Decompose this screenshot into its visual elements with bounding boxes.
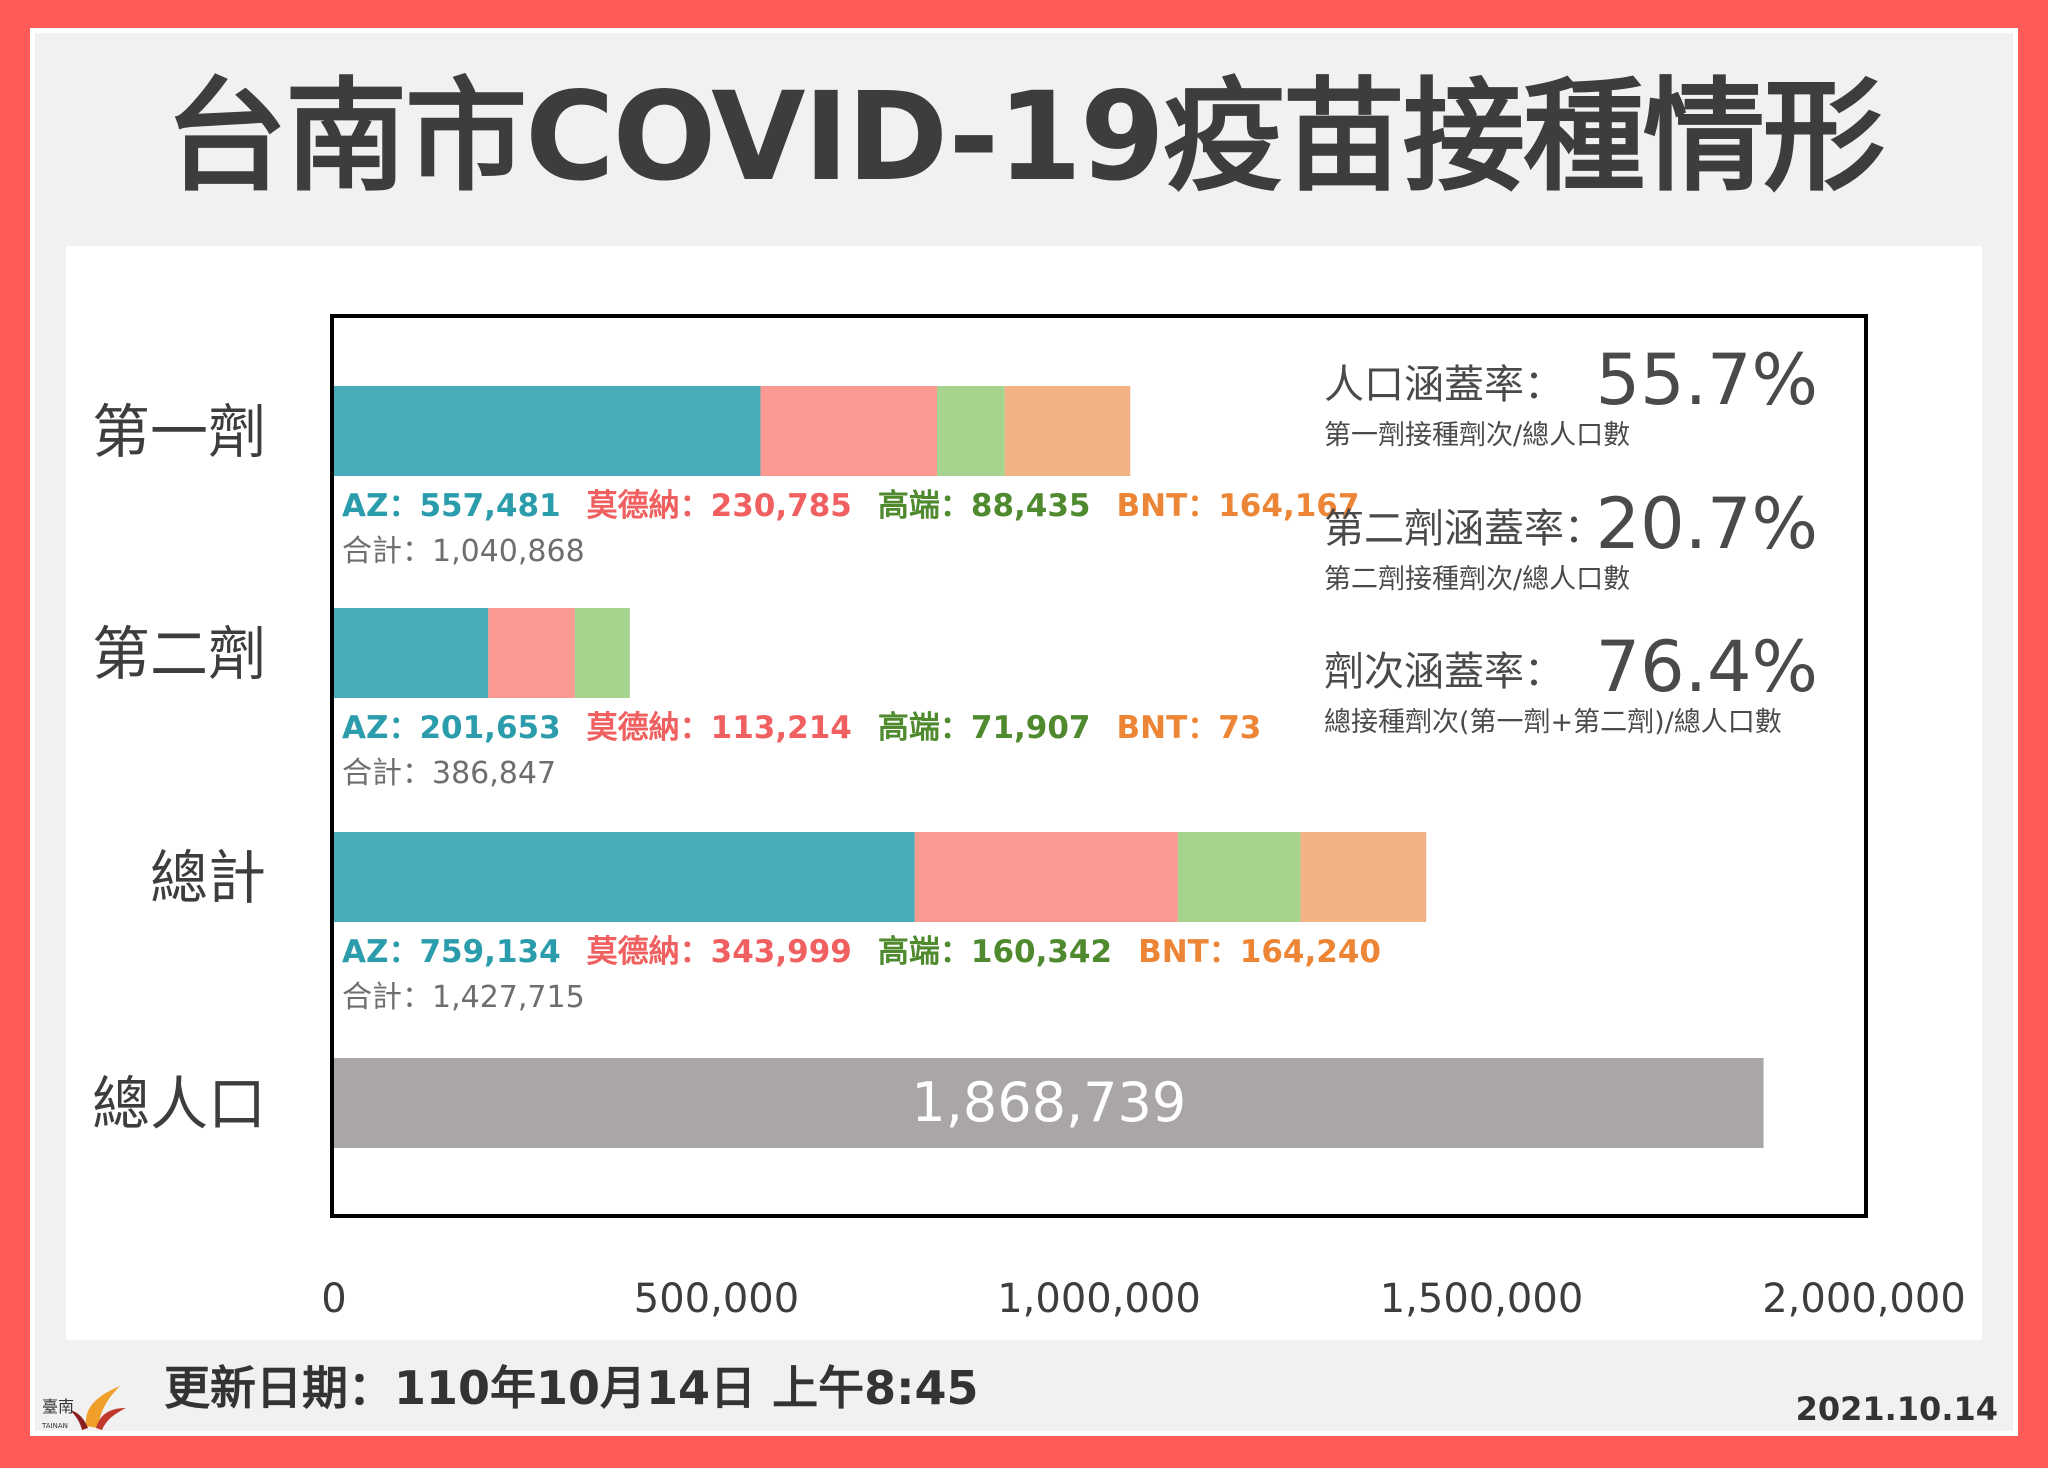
sum-label-0: 合計：1,040,868 (342, 534, 585, 569)
coverage-value-0: 55.7% (1596, 339, 1818, 421)
bar-0-3 (1004, 386, 1131, 476)
chart-panel: 1,868,739 第一劑第二劑總計總人口 AZ：557,481 莫德納：230,78… (66, 246, 1982, 1340)
bar-0-1 (760, 386, 938, 476)
bar-population (334, 1058, 1764, 1148)
segment-label-1-1: 莫德納：113,214 (587, 710, 852, 746)
coverage-label-1: 第二劑涵蓋率： (1324, 506, 1604, 552)
bar-1-0 (334, 608, 489, 698)
segment-label-2-1: 莫德納：343,999 (587, 934, 852, 970)
x-tick-label-4: 2,000,000 (1762, 1276, 1966, 1322)
segment-label-2-3: BNT：164,240 (1138, 934, 1381, 970)
bar-2-2 (1177, 832, 1301, 922)
coverage-note-0: 第一劑接種劑次/總人口數 (1324, 420, 1630, 451)
bar-1-2 (574, 608, 630, 698)
x-tick-label-1: 500,000 (634, 1276, 799, 1322)
bar-2-1 (914, 832, 1178, 922)
x-tick-label-3: 1,500,000 (1380, 1276, 1584, 1322)
bar-2-3 (1300, 832, 1427, 922)
segment-label-1-0: AZ：201,653 (342, 710, 561, 746)
segment-label-1-3: BNT：73 (1117, 710, 1262, 746)
coverage-value-1: 20.7% (1596, 483, 1818, 565)
bar-0-0 (334, 386, 761, 476)
x-tick-label-2: 1,000,000 (997, 1276, 1201, 1322)
segment-label-2-0: AZ：759,134 (342, 934, 561, 970)
coverage-label-2: 劑次涵蓋率： (1324, 649, 1564, 695)
logo-subtext: TAINAN (41, 1422, 68, 1430)
segment-label-0-2: 高端：88,435 (878, 488, 1091, 524)
bar-2-0 (334, 832, 915, 922)
category-label-0: 第一劑 (92, 398, 266, 466)
segment-label-0-0: AZ：557,481 (342, 488, 561, 524)
category-label-3: 總人口 (92, 1070, 266, 1138)
segment-label-0-3: BNT：164,167 (1117, 488, 1360, 524)
category-label-2: 總計 (150, 844, 266, 912)
bar-0-2 (937, 386, 1005, 476)
sum-label-2: 合計：1,427,715 (342, 980, 585, 1015)
x-tick-label-0: 0 (321, 1276, 346, 1322)
coverage-note-2: 總接種劑次(第一劑+第二劑)/總人口數 (1324, 707, 1782, 738)
date-stamp: 2021.10.14 (1795, 1390, 1998, 1428)
coverage-value-2: 76.4% (1596, 626, 1818, 708)
coverage-label-0: 人口涵蓋率： (1324, 362, 1564, 408)
population-value-label: 1,868,739 (911, 1071, 1186, 1134)
segment-label-0-1: 莫德納：230,785 (587, 488, 852, 524)
segment-label-1-2: 高端：71,907 (878, 710, 1091, 746)
tainan-logo: 臺南 TAINAN (41, 1386, 126, 1430)
page-title: 台南市COVID-19疫苗接種情形 (165, 66, 1885, 208)
logo-text: 臺南 (42, 1397, 74, 1416)
category-label-1: 第二劑 (92, 620, 266, 688)
segment-label-2-2: 高端：160,342 (878, 934, 1112, 970)
plot-frame (330, 314, 1868, 1218)
update-date: 更新日期：110年10月14日 上午8:45 (164, 1361, 979, 1415)
coverage-note-1: 第二劑接種劑次/總人口數 (1324, 564, 1630, 595)
bar-1-1 (488, 608, 575, 698)
sum-label-1: 合計：386,847 (342, 756, 556, 791)
